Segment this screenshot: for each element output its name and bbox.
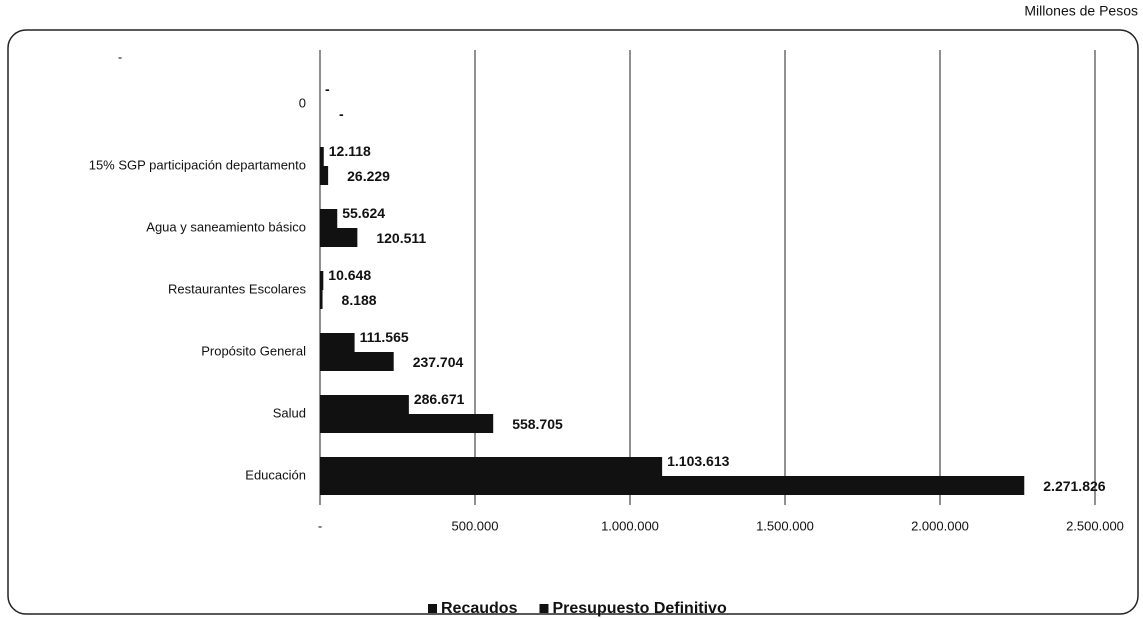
data-label: 12.118 [329,143,371,159]
y-tick-label: Educación [245,467,306,482]
bar [320,414,494,433]
bar [320,209,338,228]
data-label: 111.565 [360,329,409,345]
y-tick-label: Salud [273,405,306,420]
data-label: 558.705 [512,416,563,432]
data-label: 55.624 [342,205,385,221]
y-tick-label: Agua y saneamiento básico [146,219,306,234]
legend-swatch [539,604,549,613]
annotation: - [118,49,122,64]
legend-swatch [428,604,437,613]
x-tick-label: 1.000.000 [601,518,659,533]
legend-label: Presupuesto Definitivo [552,600,726,617]
data-label: - [325,81,330,97]
data-label: 1.103.613 [667,453,729,469]
legend-label: Recaudos [441,600,518,617]
bar [320,271,324,290]
x-tick-label: 2.500.000 [1066,518,1124,533]
bar [320,166,329,185]
data-label: 2.271.826 [1043,478,1105,494]
x-tick-label: 1.500.000 [756,518,814,533]
data-label: - [339,106,344,122]
data-label: 286.671 [414,391,465,407]
x-tick-label: 500.000 [452,518,499,533]
bar [320,333,355,352]
bar [320,476,1025,495]
y-tick-label: Propósito General [201,343,306,358]
unit-label: Millones de Pesos [1024,3,1138,19]
bar [320,352,394,371]
chart-frame [7,29,1139,615]
bar [320,395,409,414]
y-tick-label: Restaurantes Escolares [168,281,307,296]
data-label: 26.229 [347,168,390,184]
x-tick-label: - [318,518,322,533]
y-tick-label: 15% SGP participación departamento [89,157,306,172]
data-label: 10.648 [328,267,371,283]
bar [320,290,323,309]
bar [320,228,358,247]
bar [320,147,324,166]
data-label: 120.511 [376,230,426,246]
bar [320,457,663,476]
data-label: 237.704 [413,354,464,370]
x-tick-label: 2.000.000 [911,518,969,533]
data-label: 8.188 [342,292,377,308]
y-tick-label: 0 [299,95,306,110]
